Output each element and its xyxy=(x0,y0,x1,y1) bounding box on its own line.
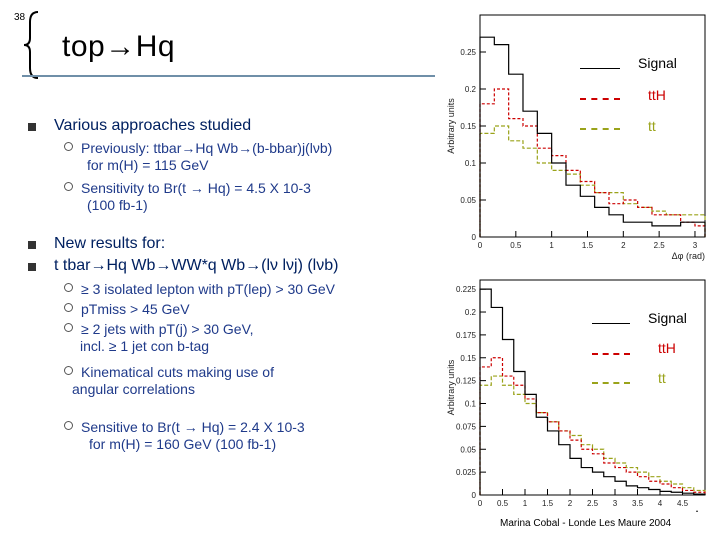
legend-line-signal xyxy=(592,323,630,324)
bullet-marker xyxy=(28,263,36,271)
legend-line-tt xyxy=(580,128,620,130)
x-tick-label: 0.5 xyxy=(497,499,509,508)
sub-bullet-jets: ≥ 2 jets with pT(j) > 30 GeV, incl. ≥ 1 … xyxy=(64,321,254,355)
histogram-delta-eta: 0 0.025 0.05 0.075 0.1 0.125 0.15 0.175 0.2 0.225… xyxy=(435,272,715,512)
x-tick-label: 0 xyxy=(478,241,483,250)
y-tick-label: 0.025 xyxy=(456,468,477,477)
bullet-various-approaches: Various approaches studied xyxy=(54,117,252,134)
series-tt-line xyxy=(479,375,706,495)
legend-line-signal xyxy=(580,68,620,69)
y-tick-label: 0.1 xyxy=(465,400,477,409)
x-tick-label: 4 xyxy=(658,499,663,508)
legend-label-tth: ttH xyxy=(648,87,666,103)
x-tick-label: 4.5 xyxy=(677,499,689,508)
y-tick-label: 0.125 xyxy=(456,377,477,386)
legend-bottom: Signal ttH tt xyxy=(592,310,712,395)
x-tick-label: 3 xyxy=(693,241,698,250)
histogram-delta-phi: 0 0.05 0.1 0.15 0.2 0.25 0 0.5 1 1.5 2 2.5 3 Arbitrar… xyxy=(435,5,715,265)
ring-bullet-icon xyxy=(64,421,73,430)
x-tick-label: 0 xyxy=(478,499,483,508)
sub-bullet-kinematical: Kinematical cuts making use of angular c… xyxy=(64,364,274,398)
x-tick-label: 0.5 xyxy=(510,241,522,250)
sub-bullet-sensitivity-1: Sensitivity to Br(t → Hq) = 4.5 X 10-3 (… xyxy=(64,180,311,214)
ring-bullet-icon xyxy=(64,283,73,292)
sub-bullet-ptmiss: pTmiss > 45 GeV xyxy=(64,301,190,318)
y-tick-label: 0.175 xyxy=(456,331,477,340)
y-tick-label: 0.075 xyxy=(456,422,477,431)
legend-label-signal: Signal xyxy=(648,310,687,326)
footer-credit: Marina Cobal - Londe Les Maure 2004 xyxy=(500,518,672,529)
y-tick-label: 0 xyxy=(472,233,477,242)
x-axis-label: Δφ (rad) xyxy=(672,251,705,261)
sub-bullet-sensitivity-2: Sensitive to Br(t → Hq) = 2.4 X 10-3 for… xyxy=(64,419,305,453)
ring-bullet-icon xyxy=(64,303,73,312)
y-tick-label: 0.05 xyxy=(460,445,476,454)
sub-bullet-previously: Previously: ttbar→Hq Wb→(b-bbar)j(lνb) f… xyxy=(64,140,332,174)
x-tick-label: 2 xyxy=(568,499,573,508)
legend-label-tt: tt xyxy=(658,370,666,386)
x-tick-label: 3 xyxy=(613,499,618,508)
slide-number: 38 xyxy=(14,12,26,23)
legend-label-tt: tt xyxy=(648,118,656,134)
ring-bullet-icon xyxy=(64,142,73,151)
ring-bullet-icon xyxy=(64,323,73,332)
x-tick-label: 1 xyxy=(549,241,554,250)
x-axis-label: Δη xyxy=(694,509,705,512)
y-tick-label: 0.15 xyxy=(460,122,476,131)
title-brace-icon xyxy=(23,11,39,79)
x-tick-label: 1.5 xyxy=(582,241,594,250)
ring-bullet-icon xyxy=(64,182,73,191)
legend-label-tth: ttH xyxy=(658,340,676,356)
y-tick-label: 0.25 xyxy=(460,48,476,57)
bullet-marker xyxy=(28,241,36,249)
x-tick-label: 2 xyxy=(621,241,626,250)
page-title: top→Hq xyxy=(62,30,176,63)
series-tth-line xyxy=(479,88,706,237)
series-signal-line xyxy=(479,36,706,237)
y-tick-label: 0 xyxy=(472,491,477,500)
sub-bullet-leptons: ≥ 3 isolated lepton with pT(lep) > 30 Ge… xyxy=(64,281,335,298)
y-tick-label: 0.2 xyxy=(465,308,477,317)
series-signal-line xyxy=(479,288,706,495)
y-axis-label: Arbitrary units xyxy=(446,359,456,415)
y-tick-label: 0.15 xyxy=(460,354,476,363)
legend-line-tt xyxy=(592,382,630,384)
legend-top: Signal ttH tt xyxy=(580,55,720,145)
legend-line-tth xyxy=(580,98,620,100)
header-divider xyxy=(22,75,442,77)
x-tick-label: 2.5 xyxy=(654,241,666,250)
y-tick-label: 0.225 xyxy=(456,285,477,294)
bullet-marker xyxy=(28,123,36,131)
ring-bullet-icon xyxy=(64,366,73,375)
y-tick-label: 0.2 xyxy=(465,85,477,94)
legend-line-tth xyxy=(592,353,630,355)
bullet-new-results: New results for: xyxy=(54,235,166,252)
x-tick-label: 1.5 xyxy=(542,499,554,508)
bullet-decay-chain: t tbar→Hq Wb→WW*q Wb→(lν lνj) (lνb) xyxy=(54,257,339,274)
x-tick-label: 1 xyxy=(523,499,528,508)
legend-label-signal: Signal xyxy=(638,55,677,71)
y-tick-label: 0.1 xyxy=(465,159,477,168)
y-axis-label: Arbitrary units xyxy=(446,98,456,154)
y-tick-label: 0.05 xyxy=(460,196,476,205)
series-tth-line xyxy=(479,357,706,495)
x-tick-label: 2.5 xyxy=(587,499,599,508)
x-tick-label: 3.5 xyxy=(632,499,644,508)
